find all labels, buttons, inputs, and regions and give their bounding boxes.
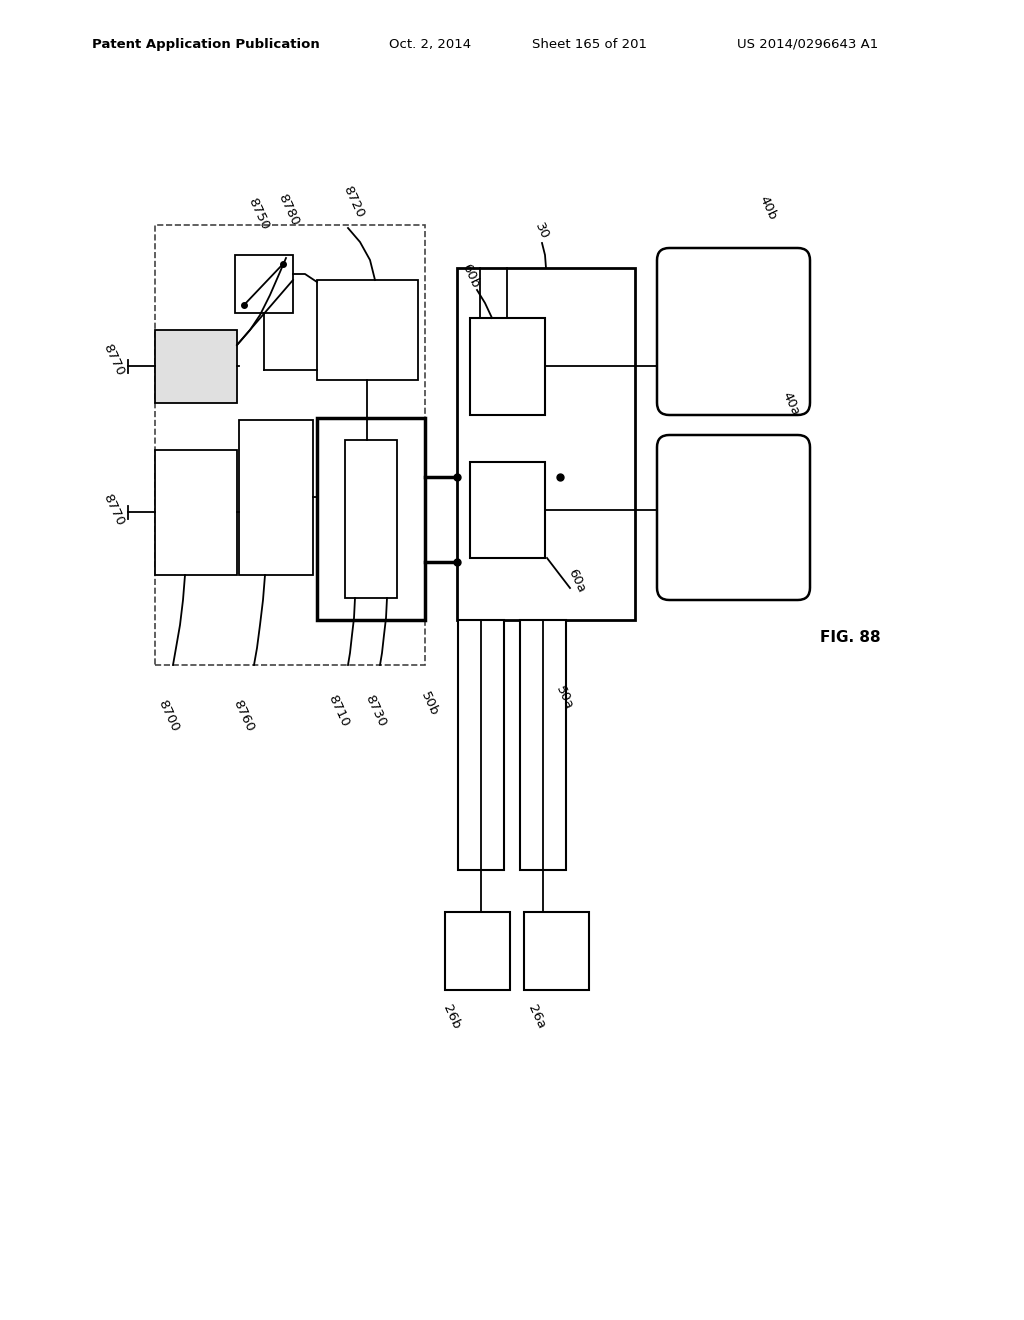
Text: 8730: 8730 bbox=[362, 693, 388, 729]
Text: 26a: 26a bbox=[525, 1003, 548, 1031]
Bar bbox=[520, 620, 566, 870]
Bar bbox=[457, 268, 635, 620]
Text: 30: 30 bbox=[532, 222, 551, 242]
Text: Sheet 165 of 201: Sheet 165 of 201 bbox=[532, 37, 647, 50]
Text: 40b: 40b bbox=[757, 194, 779, 222]
Text: 60a: 60a bbox=[565, 568, 588, 595]
Text: 8760: 8760 bbox=[230, 698, 256, 734]
Bar bbox=[155, 450, 237, 576]
Text: 60b: 60b bbox=[459, 261, 481, 290]
Text: 8750: 8750 bbox=[245, 195, 271, 232]
Text: 50a: 50a bbox=[553, 684, 575, 711]
Text: 40a: 40a bbox=[780, 389, 802, 418]
Bar bbox=[317, 280, 418, 380]
Text: FIG. 88: FIG. 88 bbox=[820, 630, 881, 645]
FancyBboxPatch shape bbox=[657, 436, 810, 601]
Text: 8770: 8770 bbox=[100, 492, 126, 528]
Bar bbox=[155, 224, 425, 665]
Bar bbox=[234, 255, 293, 313]
Bar bbox=[317, 418, 425, 620]
Text: Oct. 2, 2014: Oct. 2, 2014 bbox=[389, 37, 471, 50]
Bar bbox=[239, 420, 313, 576]
Bar bbox=[470, 318, 545, 414]
Text: 26b: 26b bbox=[440, 1003, 463, 1031]
Text: 8780: 8780 bbox=[275, 191, 301, 228]
Text: 8700: 8700 bbox=[155, 698, 181, 734]
Text: 8720: 8720 bbox=[340, 183, 366, 220]
Text: 8770: 8770 bbox=[100, 342, 126, 378]
Text: 50b: 50b bbox=[418, 689, 440, 718]
Bar bbox=[470, 462, 545, 558]
Text: US 2014/0296643 A1: US 2014/0296643 A1 bbox=[737, 37, 879, 50]
Bar bbox=[155, 330, 237, 403]
Bar bbox=[524, 912, 589, 990]
Text: Patent Application Publication: Patent Application Publication bbox=[92, 37, 319, 50]
Bar bbox=[345, 440, 397, 598]
Text: 8710: 8710 bbox=[325, 693, 351, 729]
FancyBboxPatch shape bbox=[657, 248, 810, 414]
Bar bbox=[445, 912, 510, 990]
Bar bbox=[458, 620, 504, 870]
